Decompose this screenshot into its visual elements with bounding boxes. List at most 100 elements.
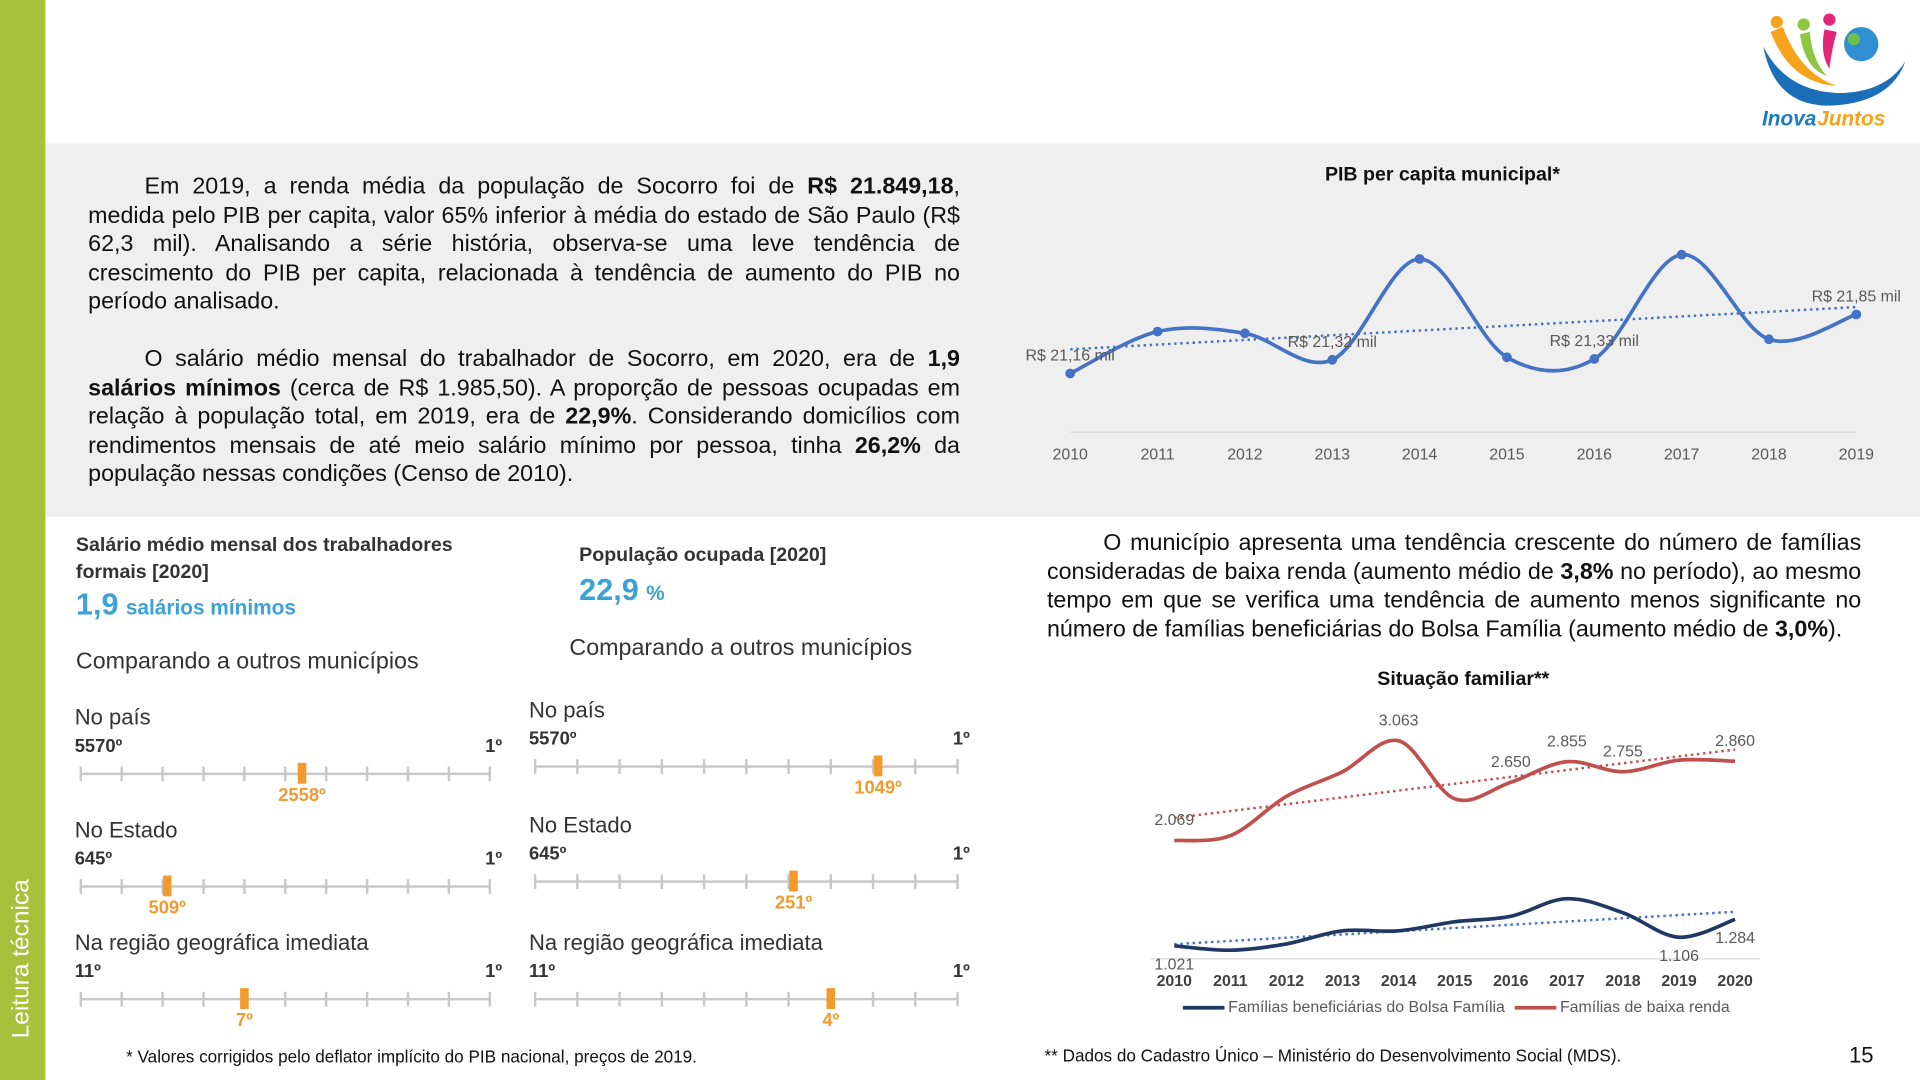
x-tick-label: 2012 [1227, 447, 1263, 464]
value-label: R$ 21,85 mil [1812, 289, 1901, 306]
value-label: R$ 21,33 mil [1550, 333, 1639, 350]
ranking-scope: No Estado [75, 817, 178, 842]
ranking-scope: No país [75, 705, 151, 730]
x-tick-label: 2014 [1381, 973, 1417, 990]
rank-marker [789, 870, 798, 892]
rank-marker [162, 875, 172, 897]
text: (cerca de R$ 1.985,50). A proporção de p… [88, 375, 960, 430]
x-tick-label: 2012 [1269, 973, 1305, 990]
trend-line [1070, 305, 1857, 351]
logo-globe-land [1847, 33, 1860, 46]
paragraph: O salário médio mensal do trabalhador de… [88, 345, 960, 489]
footnote: ** Dados do Cadastro Único – Ministério … [1044, 1045, 1621, 1065]
rank-marker [826, 988, 836, 1009]
point [1589, 354, 1600, 364]
value-label: 2.650 [1491, 754, 1531, 771]
ranking-scope: Na região geográfica imediata [75, 930, 370, 955]
rank-marker [297, 762, 307, 784]
x-tick-label: 2019 [1839, 447, 1875, 464]
point [1676, 249, 1687, 260]
point [1327, 354, 1338, 365]
point [1851, 309, 1862, 320]
bold-text: R$ 21.849,18 [807, 173, 954, 200]
ranking-to: 1º [485, 847, 502, 868]
value-label: R$ 21,32 mil [1288, 334, 1377, 351]
rank-marker [240, 988, 249, 1009]
text: O salário médio mensal do trabalhador de… [144, 346, 928, 373]
ranking-to: 1º [953, 843, 970, 864]
x-tick-label: 2011 [1213, 973, 1248, 990]
ranking-scope: No país [529, 697, 605, 722]
ranking-to: 1º [953, 960, 970, 981]
point [1152, 326, 1163, 337]
rank-label: 509º [149, 896, 187, 917]
chart-title: PIB per capita municipal* [1325, 163, 1560, 185]
ranking-scope: Na região geográfica imediata [529, 930, 824, 955]
logo-text: Inova [1762, 108, 1816, 131]
value-label: 2.069 [1154, 812, 1194, 829]
bold-text: 22,9% [565, 404, 632, 430]
x-tick-label: 2018 [1605, 973, 1641, 990]
indicator-title: População ocupada [2020] [579, 544, 827, 566]
ranking-to: 1º [485, 960, 502, 981]
chart-title: Situação familiar** [1377, 668, 1549, 690]
indicator-title: Salário médio mensal dos trabalhadores f… [75, 535, 453, 583]
value-label: 2.755 [1603, 743, 1643, 760]
logo-globe [1844, 26, 1879, 62]
bold-text: 3,8% [1560, 558, 1614, 585]
logo-shape [1822, 29, 1837, 69]
rank-label: 251º [775, 892, 813, 913]
rank-marker [873, 755, 883, 777]
paragraph: O município apresenta uma tendência cres… [1047, 529, 1861, 644]
point [1065, 368, 1076, 379]
ranking-from: 11º [75, 960, 101, 981]
x-tick-label: 2017 [1549, 973, 1585, 990]
x-tick-label: 2013 [1315, 447, 1351, 464]
text: no período), ao mesmo tempo em que se ve… [1046, 558, 1862, 643]
x-tick-label: 2019 [1661, 973, 1697, 990]
trend-line [1174, 748, 1736, 820]
bold-text: 3,0% [1774, 616, 1829, 643]
x-tick-label: 2015 [1437, 973, 1473, 990]
ranking-from: 645º [75, 847, 113, 868]
ranking-from: 5570º [529, 727, 577, 748]
bold-text: 26,2% [854, 432, 921, 459]
logo: Inova Juntos [1762, 13, 1906, 131]
ranking-from: 645º [529, 843, 567, 864]
legend-label: Famílias de baixa renda [1560, 999, 1730, 1016]
point [1414, 254, 1425, 264]
x-tick-label: 2010 [1053, 447, 1089, 464]
logo-dot [1823, 13, 1836, 26]
top-panel [45, 143, 1920, 517]
ranking-to: 1º [485, 735, 502, 756]
value-label: 2.860 [1715, 733, 1755, 750]
legend-label: Famílias beneficiárias do Bolsa Família [1228, 999, 1505, 1016]
logo-dot [1797, 18, 1810, 31]
rank-label: 1049º [854, 776, 902, 797]
series-line [1069, 252, 1857, 376]
logo-dot [1770, 15, 1783, 29]
value: 1,9 [75, 587, 119, 623]
text: da população nessas condições (Censo de … [88, 432, 960, 488]
value-label: 2.855 [1547, 733, 1587, 750]
indicator-value: 1,9 salários mínimos [76, 588, 296, 624]
ranking-from: 5570º [75, 735, 123, 756]
logo-shape [1770, 26, 1837, 86]
unit: salários mínimos [125, 596, 296, 620]
x-tick-label: 2018 [1751, 447, 1787, 464]
x-tick-label: 2020 [1717, 973, 1753, 990]
rank-label: 4º [822, 1009, 839, 1030]
x-tick-label: 2017 [1664, 447, 1700, 464]
bold-text: 1,9 salários mínimos [88, 346, 960, 402]
x-tick-label: 2011 [1140, 447, 1174, 464]
point [1240, 328, 1250, 339]
value-label: 1.284 [1715, 930, 1755, 947]
ranking-scope: No Estado [529, 812, 632, 837]
text: , medida pelo PIB per capita, valor 65% … [88, 173, 960, 315]
rank-label: 2558º [278, 784, 326, 805]
page-number: 15 [1849, 1043, 1874, 1068]
point [1502, 352, 1512, 363]
value-label: 3.063 [1379, 712, 1419, 729]
series-line [1174, 738, 1736, 843]
